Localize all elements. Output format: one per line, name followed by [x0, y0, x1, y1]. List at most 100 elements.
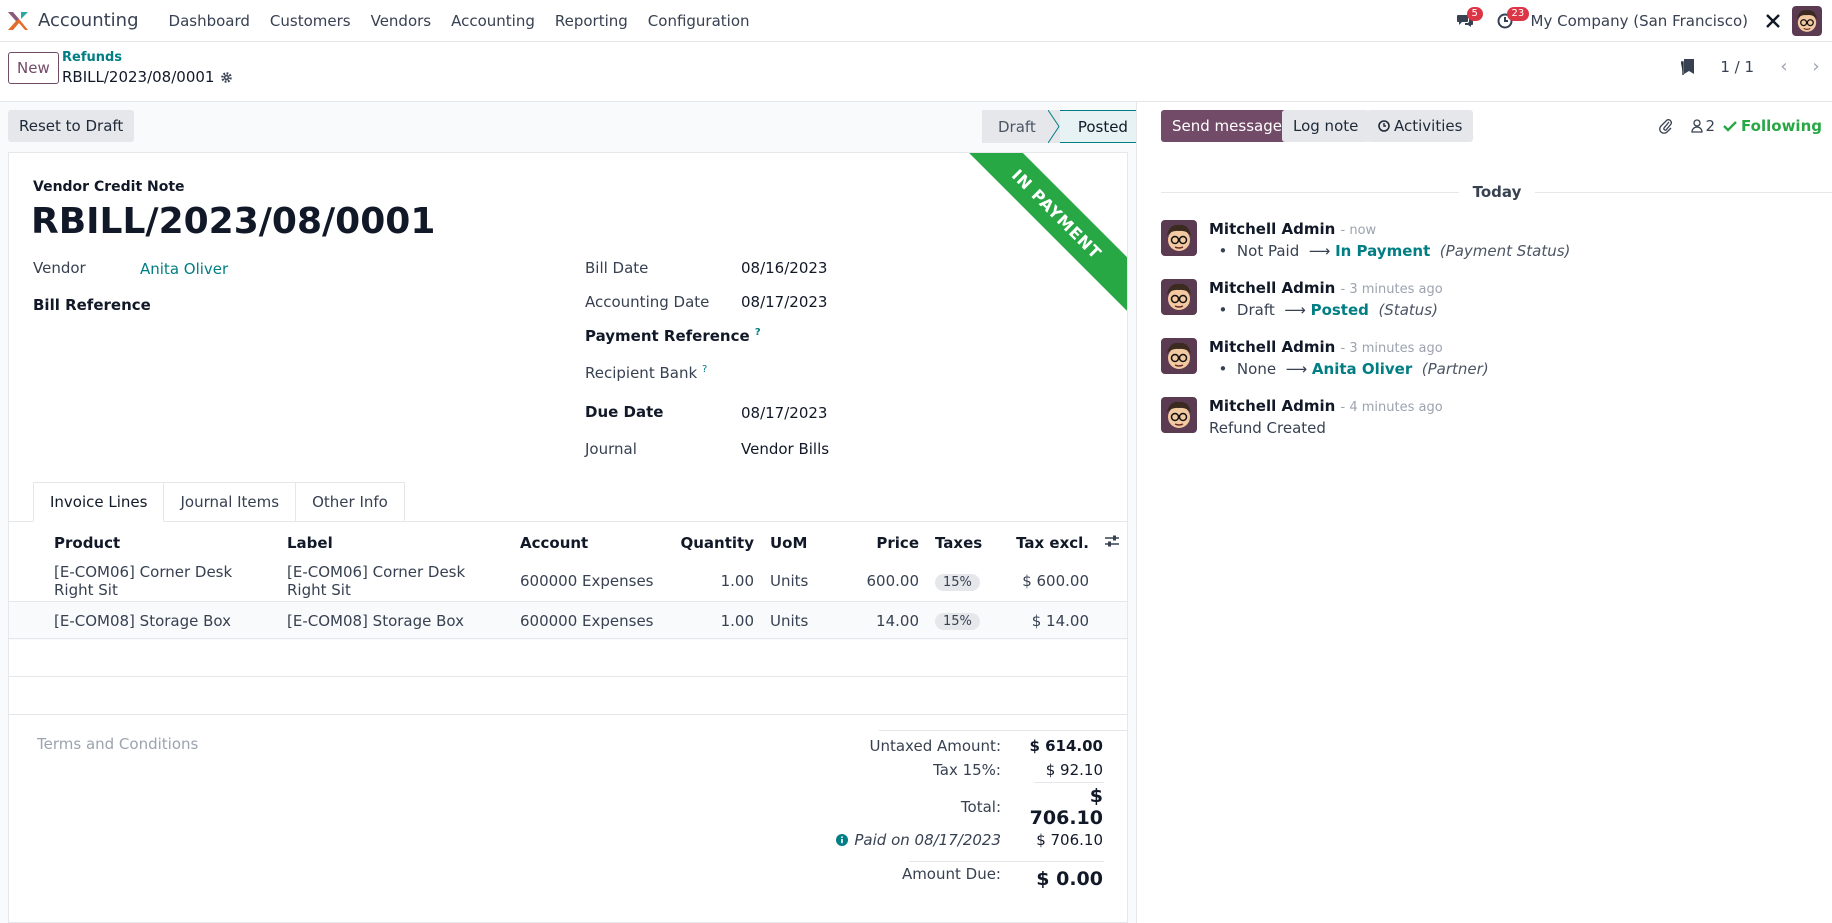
col-product[interactable]: Product — [54, 534, 121, 552]
tax-label: Tax 15%: — [933, 761, 1001, 779]
message-author[interactable]: Mitchell Admin - 3 minutes ago — [1209, 338, 1443, 356]
cell-quantity[interactable]: 1.00 — [720, 572, 754, 591]
gear-icon[interactable] — [220, 71, 233, 84]
menu-accounting[interactable]: Accounting — [451, 11, 535, 30]
old-value: Not Paid — [1236, 242, 1300, 260]
message-date: - now — [1340, 223, 1377, 238]
cell-price[interactable]: 600.00 — [866, 572, 920, 591]
bill-date-label: Bill Date — [585, 259, 649, 277]
user-icon — [1690, 119, 1703, 133]
tax-row: Tax 15%: $ 92.10 — [821, 761, 1103, 779]
cell-taxes[interactable]: 15% — [927, 600, 1007, 640]
spacer-cell — [9, 600, 46, 640]
col-tax-excl[interactable]: Tax excl. — [1016, 534, 1089, 552]
user-avatar-icon — [1792, 6, 1822, 36]
stage-draft[interactable]: Draft — [982, 110, 1060, 143]
pager-previous-icon[interactable]: ‹ — [1780, 56, 1788, 77]
cell-uom[interactable]: Units — [770, 572, 809, 591]
messaging-button[interactable]: 5 — [1445, 0, 1485, 42]
debug-tools-button[interactable] — [1758, 0, 1788, 42]
invoice-lines-table: Product Label Account Quantity UoM Price… — [9, 524, 1127, 640]
cell-subtotal: $ 14.00 — [1007, 600, 1097, 640]
table-row[interactable]: [E-COM06] Corner Desk Right Sit [E-COM06… — [9, 562, 1127, 601]
pager-value[interactable]: 1 / 1 — [1720, 57, 1754, 76]
message-author[interactable]: Mitchell Admin - 3 minutes ago — [1209, 279, 1443, 297]
field-name: (Status) — [1378, 301, 1438, 319]
optional-columns-toggle[interactable] — [1097, 524, 1127, 562]
message-author[interactable]: Mitchell Admin - 4 minutes ago — [1209, 397, 1443, 415]
user-avatar[interactable] — [1792, 6, 1822, 36]
tab-invoice-lines[interactable]: Invoice Lines — [33, 482, 165, 522]
send-message-button[interactable]: Send message — [1161, 110, 1293, 142]
document-name: RBILL/2023/08/0001 — [31, 201, 436, 242]
cell-quantity[interactable]: 1.00 — [662, 600, 762, 640]
user-avatar-icon — [1161, 338, 1197, 374]
col-label[interactable]: Label — [287, 534, 333, 552]
cell-account[interactable]: 600000 Expenses — [512, 600, 662, 640]
cell-label[interactable]: [E-COM08] Storage Box — [279, 600, 512, 640]
notebook-tabs: Invoice Lines Journal Items Other Info — [33, 482, 405, 522]
activities-button[interactable]: Activities — [1367, 110, 1474, 142]
untaxed-amount-row: Untaxed Amount: $ 614.00 — [821, 737, 1104, 755]
col-uom[interactable]: UoM — [770, 534, 808, 552]
log-note-button[interactable]: Log note — [1282, 110, 1370, 142]
table-row[interactable]: [E-COM08] Storage Box [E-COM08] Storage … — [9, 600, 1127, 640]
cell-product[interactable]: [E-COM06] Corner Desk Right Sit — [54, 563, 233, 600]
recipient-bank-label: Recipient Bank ? — [585, 364, 707, 382]
tab-other-info[interactable]: Other Info — [296, 482, 405, 522]
col-taxes[interactable]: Taxes — [935, 534, 983, 552]
menu-dashboard[interactable]: Dashboard — [168, 11, 250, 30]
col-price[interactable]: Price — [876, 534, 919, 552]
pager-next-icon[interactable]: › — [1812, 56, 1820, 77]
journal-field[interactable]: Vendor Bills — [741, 440, 830, 458]
menu-vendors[interactable]: Vendors — [370, 11, 432, 30]
message-date: - 3 minutes ago — [1340, 341, 1443, 356]
author-name: Mitchell Admin — [1209, 338, 1336, 356]
accounting-date-field[interactable]: 08/17/2023 — [741, 293, 828, 311]
message-author[interactable]: Mitchell Admin - now — [1209, 220, 1376, 238]
help-tooltip-icon[interactable]: ? — [754, 327, 761, 338]
company-switcher[interactable]: My Company (San Francisco) — [1530, 12, 1748, 30]
paperclip-icon[interactable] — [1658, 118, 1673, 134]
breadcrumb-refunds[interactable]: Refunds — [62, 50, 123, 65]
bookmarks-icon[interactable] — [1680, 58, 1696, 76]
cell-uom[interactable]: Units — [762, 600, 842, 640]
accounting-app-icon[interactable] — [6, 10, 30, 32]
author-avatar[interactable] — [1161, 338, 1197, 374]
message-date: - 4 minutes ago — [1340, 400, 1443, 415]
date-separator: Today — [1161, 182, 1832, 202]
payment-info[interactable]: Paid on 08/17/2023 — [781, 831, 1001, 849]
author-avatar[interactable] — [1161, 279, 1197, 315]
author-avatar[interactable] — [1161, 220, 1197, 256]
followers-button[interactable]: 2 — [1690, 117, 1716, 135]
stage-posted[interactable]: Posted — [1059, 110, 1145, 143]
bill-date-field[interactable]: 08/16/2023 — [741, 259, 828, 277]
cell-taxes[interactable]: 15% — [927, 562, 1007, 601]
cell-product[interactable]: [E-COM08] Storage Box — [46, 600, 279, 640]
cell-label[interactable]: [E-COM06] Corner Desk Right Sit — [287, 563, 466, 600]
terms-and-conditions-field[interactable]: Terms and Conditions — [37, 735, 199, 753]
col-account[interactable]: Account — [520, 534, 589, 552]
col-quantity[interactable]: Quantity — [680, 534, 755, 552]
activities-button[interactable]: 23 — [1485, 0, 1530, 42]
app-name[interactable]: Accounting — [38, 10, 139, 31]
cell-account[interactable]: 600000 Expenses — [520, 572, 654, 591]
vendor-field[interactable]: Anita Oliver — [140, 260, 229, 278]
menu-configuration[interactable]: Configuration — [647, 11, 750, 30]
status-bar: Draft Posted — [982, 110, 1145, 143]
new-value: Anita Oliver — [1311, 360, 1413, 378]
due-date-field[interactable]: 08/17/2023 — [741, 404, 828, 422]
reset-to-draft-button[interactable]: Reset to Draft — [8, 110, 135, 142]
menu-customers[interactable]: Customers — [269, 11, 351, 30]
help-tooltip-icon[interactable]: ? — [701, 364, 708, 375]
info-circle-icon[interactable] — [836, 834, 849, 846]
new-button[interactable]: New — [8, 52, 59, 84]
tax-value: $ 92.10 — [1045, 761, 1103, 779]
followers-count: 2 — [1705, 117, 1716, 135]
tab-journal-items[interactable]: Journal Items — [164, 482, 297, 522]
following-button[interactable]: Following — [1723, 117, 1822, 135]
field-name: (Partner) — [1421, 360, 1489, 378]
cell-price[interactable]: 14.00 — [842, 600, 927, 640]
menu-reporting[interactable]: Reporting — [554, 11, 628, 30]
author-avatar[interactable] — [1161, 397, 1197, 433]
